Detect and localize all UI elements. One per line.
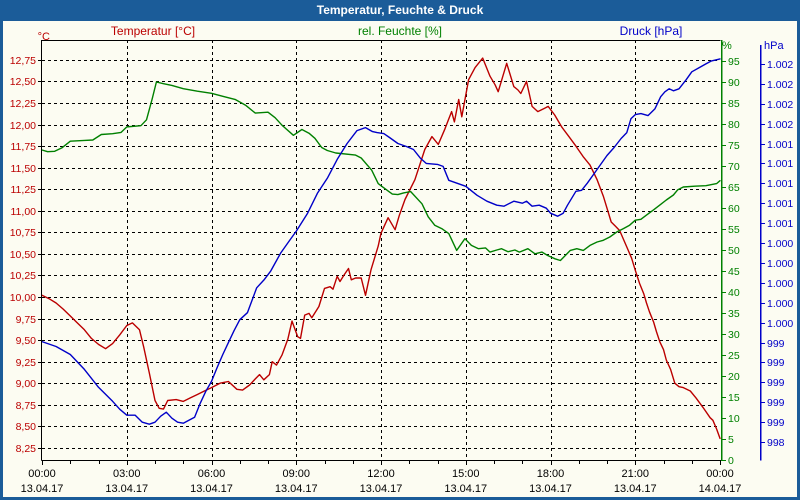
date-label: 13.04.17: [360, 483, 403, 495]
humidity-tick-label: 35: [728, 308, 740, 320]
pressure-axis-unit-label: hPa: [764, 40, 784, 52]
time-label: 06:00: [198, 468, 226, 480]
pressure-tick-label: 1.000: [767, 278, 793, 290]
humidity-tick-label: 15: [728, 392, 740, 404]
humidity-axis-unit-label: %: [722, 40, 732, 52]
series-line-pressure: [41, 58, 721, 425]
date-label: 13.04.17: [444, 483, 487, 495]
humidity-tick-label: 30: [728, 329, 740, 341]
temp-tick-label: 11,00: [11, 206, 37, 218]
pressure-tick-label: 999: [767, 357, 785, 369]
pressure-tick-label: 1.001: [767, 198, 793, 210]
time-label: 18:00: [537, 468, 565, 480]
humidity-tick-label: 5: [728, 434, 734, 446]
pressure-tick-label: 1.001: [767, 218, 793, 230]
time-label: 03:00: [113, 468, 141, 480]
date-label: 13.04.17: [614, 483, 657, 495]
humidity-tick-label: 0: [728, 455, 734, 467]
temp-tick-label: 8,25: [16, 443, 37, 455]
pressure-tick-label: 1.000: [767, 258, 793, 270]
time-label: 00:00: [28, 468, 56, 480]
pressure-tick-label: 1.000: [767, 318, 793, 330]
pressure-tick-label: 1.001: [767, 178, 793, 190]
pressure-tick-label: 998: [767, 437, 785, 449]
pressure-tick-label: 1.002: [767, 99, 793, 111]
legend-pressure-label: Druck [hPa]: [619, 24, 683, 38]
temp-tick-label: 11,75: [11, 141, 37, 153]
vertical-gridlines: [127, 40, 636, 460]
date-label: 13.04.17: [105, 483, 148, 495]
date-label: 13.04.17: [529, 483, 572, 495]
pressure-tick-label: 1.002: [767, 59, 793, 71]
humidity-tick-label: 45: [728, 266, 740, 278]
temp-tick-label: 10,75: [10, 227, 36, 239]
temp-tick-label: 8,50: [16, 421, 37, 433]
temperature-axis: 12,75 12,50 12,25 12,00 11,75 11,50 11,25 11,00…: [10, 55, 42, 455]
temp-tick-label: 9,25: [16, 357, 37, 369]
temp-tick-label: 10,25: [10, 270, 36, 282]
chart-content-area: [3, 21, 797, 497]
temp-tick-label: 12,50: [10, 76, 36, 88]
time-label: 09:00: [282, 468, 310, 480]
time-label: 21:00: [621, 468, 649, 480]
pressure-tick-label: 999: [767, 338, 785, 350]
time-label: 12:00: [367, 468, 395, 480]
temp-tick-label: 9,75: [16, 314, 37, 326]
date-label: 13.04.17: [21, 483, 64, 495]
humidity-tick-label: 20: [728, 371, 740, 383]
humidity-tick-label: 95: [728, 56, 740, 68]
humidity-tick-label: 55: [728, 224, 740, 236]
temp-tick-label: 9,50: [16, 335, 37, 347]
time-axis: 00:00 13.04.17 03:00 13.04.17 06:00 13.04.17 0…: [21, 460, 742, 495]
legend-humidity-label: rel. Feuchte [%]: [357, 24, 443, 38]
pressure-tick-label: 1.001: [767, 139, 793, 151]
pressure-tick-label: 1.000: [767, 238, 793, 250]
temp-tick-label: 10,50: [10, 249, 36, 261]
humidity-tick-label: 40: [728, 287, 740, 299]
temp-tick-label: 12,75: [10, 55, 36, 67]
humidity-tick-label: 60: [728, 203, 740, 215]
series-line-humidity: [41, 81, 721, 262]
temp-tick-label: 10,00: [10, 292, 36, 304]
window-title-bar: Temperatur, Feuchte & Druck: [0, 0, 800, 21]
date-label: 13.04.17: [190, 483, 233, 495]
legend-temperature-label: Temperatur [°C]: [110, 24, 196, 38]
temp-tick-label: 8,75: [16, 400, 37, 412]
time-label: 15:00: [452, 468, 480, 480]
temp-tick-label: 11,25: [11, 184, 37, 196]
temp-tick-label: 11,50: [11, 163, 37, 175]
humidity-tick-label: 90: [728, 77, 740, 89]
window-title: Temperatur, Feuchte & Druck: [316, 3, 484, 17]
temp-tick-label: 12,25: [10, 98, 36, 110]
series-line-temperature: [41, 57, 721, 440]
pressure-tick-label: 1.000: [767, 298, 793, 310]
pressure-tick-label: 999: [767, 397, 785, 409]
time-label: 00:00: [706, 468, 734, 480]
temp-tick-label: 12,00: [10, 120, 36, 132]
pressure-axis: 1.002 1.002 1.002 1.002 1.001 1.001 1.001 1.001…: [759, 45, 793, 461]
pressure-tick-label: 1.001: [767, 158, 793, 170]
humidity-tick-label: 10: [728, 413, 740, 425]
humidity-tick-label: 75: [728, 140, 740, 152]
humidity-tick-label: 85: [728, 98, 740, 110]
temp-tick-label: 9,00: [16, 378, 37, 390]
pressure-tick-label: 1.002: [767, 79, 793, 91]
pressure-tick-label: 999: [767, 417, 785, 429]
humidity-tick-label: 80: [728, 119, 740, 131]
humidity-tick-label: 50: [728, 245, 740, 257]
date-label: 14.04.17: [699, 483, 742, 495]
pressure-tick-label: 1.002: [767, 119, 793, 131]
pressure-tick-label: 999: [767, 377, 785, 389]
date-label: 13.04.17: [275, 483, 318, 495]
humidity-tick-label: 65: [728, 182, 740, 194]
humidity-tick-label: 25: [728, 350, 740, 362]
humidity-tick-label: 70: [728, 161, 740, 173]
